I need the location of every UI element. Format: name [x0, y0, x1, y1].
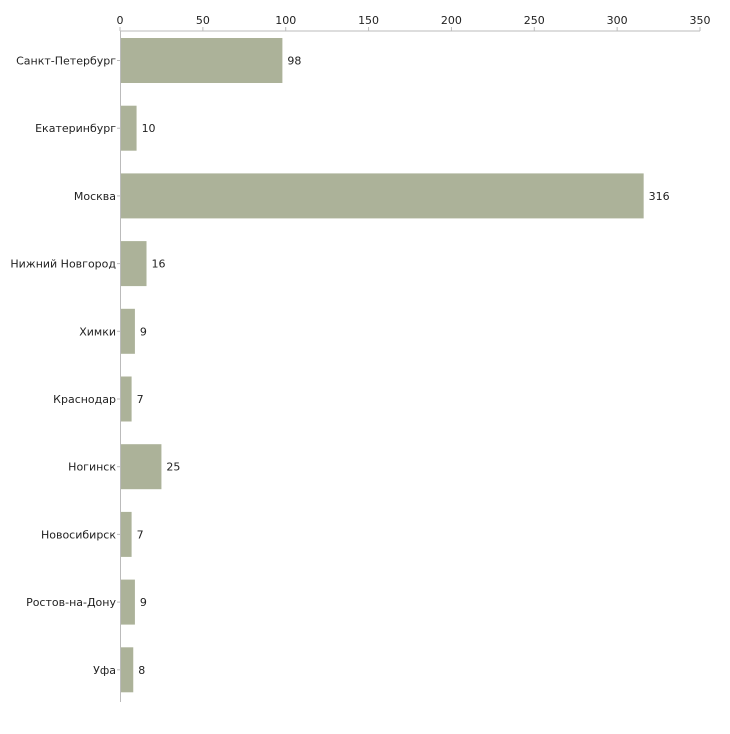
category-label: Ростов-на-Дону [26, 596, 116, 609]
bar [121, 173, 644, 219]
x-tick-label: 0 [117, 14, 124, 27]
bar [121, 511, 132, 557]
value-label: 9 [140, 596, 147, 609]
bar [121, 105, 137, 151]
value-label: 98 [287, 55, 301, 68]
x-tick-label: 250 [524, 14, 545, 27]
x-tick-label: 150 [358, 14, 379, 27]
category-label: Химки [79, 325, 116, 338]
category-label: Екатеринбург [35, 122, 116, 135]
bar [121, 444, 162, 490]
bar [121, 579, 135, 625]
bars-layer [121, 38, 644, 693]
category-label: Москва [74, 190, 116, 203]
category-label: Новосибирск [41, 528, 116, 541]
bar [121, 241, 147, 287]
value-label: 16 [152, 258, 166, 271]
value-label: 316 [649, 190, 670, 203]
category-label: Уфа [93, 664, 116, 677]
x-tick-label: 200 [441, 14, 462, 27]
category-label: Санкт-Петербург [16, 55, 116, 68]
value-label: 7 [137, 528, 144, 541]
value-label: 8 [138, 664, 145, 677]
category-label: Краснодар [53, 393, 116, 406]
bar [121, 647, 134, 693]
value-label: 9 [140, 325, 147, 338]
bar [121, 38, 283, 83]
x-tick-label: 50 [196, 14, 210, 27]
axis-layer: 0 50 100 150 200 250 300 350 [117, 14, 711, 702]
category-label: Нижний Новгород [10, 258, 116, 271]
value-label: 7 [137, 393, 144, 406]
x-tick-label: 350 [690, 14, 711, 27]
bar [121, 308, 135, 354]
x-tick-label: 100 [275, 14, 296, 27]
x-tick-label: 300 [607, 14, 628, 27]
value-label: 10 [142, 122, 156, 135]
value-label: 25 [166, 461, 180, 474]
category-label: Ногинск [68, 461, 116, 474]
bar [121, 376, 132, 422]
